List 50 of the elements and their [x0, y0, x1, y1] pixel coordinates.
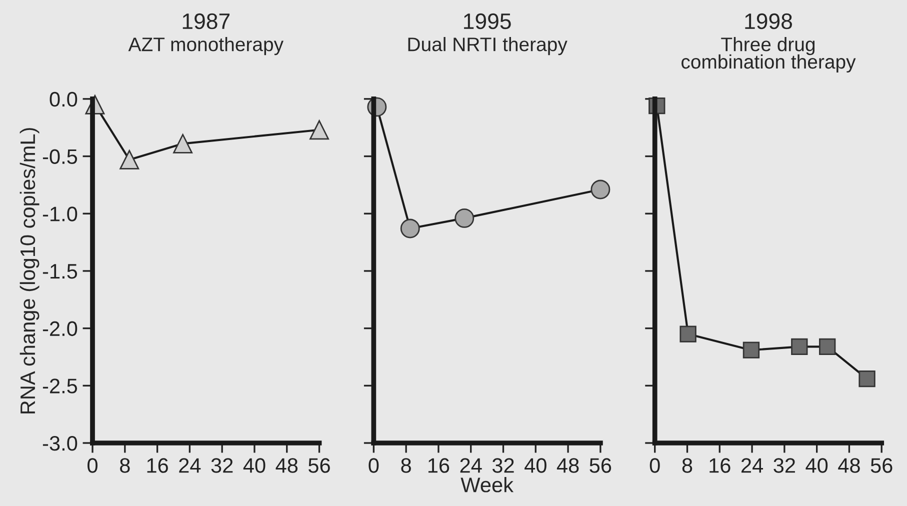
point — [742, 342, 760, 358]
y-tick-label: -1.5 — [42, 264, 78, 279]
x-tick-label: 56 — [308, 458, 330, 473]
point — [590, 180, 610, 200]
x-tick-label: 48 — [556, 458, 579, 473]
point — [173, 134, 193, 154]
y-tick-label: -0.5 — [42, 149, 78, 164]
y-axis-title: RNA change (log10 copies/mL) — [20, 128, 40, 414]
x-tick-label: 8 — [120, 458, 130, 473]
point — [680, 326, 696, 342]
x-tick-label: 16 — [147, 458, 168, 473]
x-tick-label: 8 — [682, 458, 692, 473]
y-tick-label: -2.5 — [42, 378, 78, 394]
chart-subtitle: Dual NRTI therapy — [408, 36, 568, 56]
point — [819, 338, 836, 355]
y-tick-label: -1.0 — [42, 206, 78, 222]
x-tick-label: 24 — [179, 458, 201, 473]
chart-title: 1995 — [464, 13, 511, 30]
x-tick-label: 16 — [710, 458, 730, 473]
chart-title: 1987 — [182, 13, 230, 30]
x-tick-label: 0 — [650, 458, 660, 473]
x-tick-label: 32 — [492, 458, 514, 473]
y-tick-label: -3.0 — [42, 436, 78, 451]
point — [120, 150, 140, 170]
x-tick-label: 40 — [243, 458, 266, 473]
y-tick-label: -2.0 — [42, 321, 78, 336]
x-tick-label: 24 — [741, 458, 764, 473]
x-tick-label: 48 — [838, 458, 860, 473]
x-tick-label: 32 — [211, 458, 233, 473]
point — [454, 208, 474, 228]
x-tick-label: 32 — [774, 458, 795, 473]
point — [791, 338, 808, 355]
chart-subtitle: Three drug combination therapy — [682, 36, 856, 73]
chart-title: 1998 — [745, 13, 792, 30]
x-tick-label: 56 — [870, 458, 892, 473]
x-tick-label: 48 — [276, 458, 298, 473]
point — [400, 218, 420, 238]
x-tick-label: 40 — [524, 458, 546, 473]
x-axis-title: Week — [460, 477, 514, 492]
point — [310, 120, 329, 140]
x-tick-label: 56 — [590, 458, 612, 473]
x-tick-label: 16 — [428, 458, 450, 473]
chart-subtitle: AZT monotherapy — [128, 36, 284, 56]
y-tick-label: 0.0 — [50, 92, 78, 107]
point — [858, 370, 876, 388]
x-tick-label: 0 — [368, 458, 379, 473]
x-tick-label: 24 — [460, 458, 482, 473]
x-tick-label: 8 — [401, 458, 411, 473]
x-tick-label: 40 — [806, 458, 828, 473]
x-tick-label: 0 — [88, 458, 98, 473]
